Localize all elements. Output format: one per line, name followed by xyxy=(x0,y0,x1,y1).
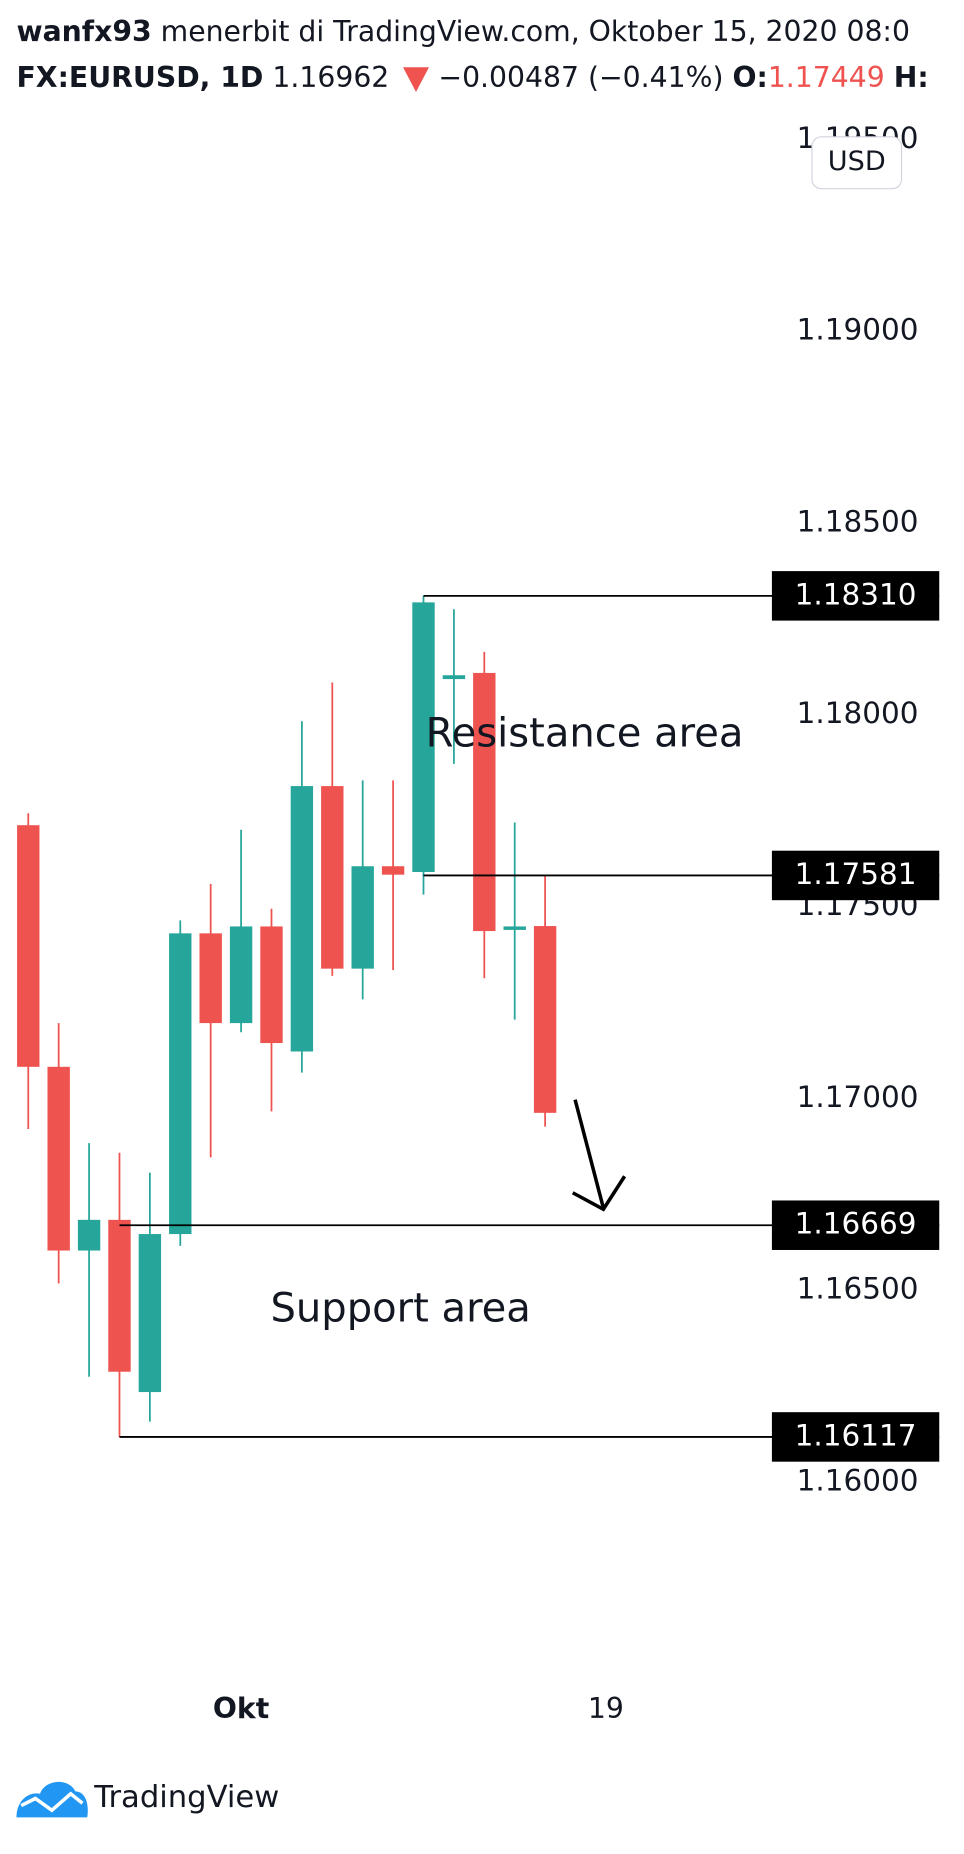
level-label-box xyxy=(771,571,940,621)
level-label: 1.17581 xyxy=(795,857,917,891)
change-line: −0.00487 (−0.41%) O:1.17449 H: xyxy=(438,61,928,94)
published: menerbit di TradingView.com, Oktober 15,… xyxy=(161,15,910,48)
logo xyxy=(16,1781,88,1818)
x-tick-label: 19 xyxy=(588,1692,624,1725)
level-label: 1.16117 xyxy=(795,1418,917,1452)
candle-body xyxy=(503,926,526,930)
candle-body xyxy=(169,933,192,1235)
x-tick-label: Okt xyxy=(213,1692,269,1725)
level-label-box xyxy=(771,1412,940,1462)
plot-area: 1.160001.165001.170001.175001.180001.185… xyxy=(17,121,940,1725)
candle-body xyxy=(260,926,283,1044)
candle-body xyxy=(412,602,435,872)
candle-body xyxy=(381,866,405,875)
brand: TradingView xyxy=(93,1780,279,1815)
y-tick-label: 1.19000 xyxy=(797,313,919,347)
level-label-box xyxy=(771,1200,940,1250)
author: wanfx93 xyxy=(16,15,151,48)
y-tick-label: 1.16500 xyxy=(797,1272,919,1306)
symbol-line: FX:EURUSD, 1D 1.16962 xyxy=(16,61,389,94)
candle-body xyxy=(533,926,557,1113)
candle-body xyxy=(138,1234,162,1393)
y-tick-label: 1.18500 xyxy=(797,504,919,538)
level-label: 1.18310 xyxy=(795,577,917,611)
y-tick-label: 1.16000 xyxy=(797,1463,919,1497)
publish-line: wanfx93 menerbit di TradingView.com, Okt… xyxy=(16,15,909,48)
candle-body xyxy=(77,1219,101,1251)
annotation: Support area xyxy=(271,1286,531,1332)
symbol: FX:EURUSD, 1D xyxy=(16,61,263,94)
candle-body xyxy=(442,675,466,680)
candle-body xyxy=(199,933,222,1024)
candle-body xyxy=(17,825,40,1067)
level-label: 1.16669 xyxy=(795,1207,917,1241)
candle-body xyxy=(473,672,496,932)
open-label: O: xyxy=(732,61,767,94)
annotation: Resistance area xyxy=(426,710,744,756)
candle-body xyxy=(321,786,344,969)
change: −0.00487 (−0.41%) xyxy=(438,61,723,94)
candle-body xyxy=(229,926,253,1024)
last-price: 1.16962 xyxy=(272,61,389,94)
candle-body xyxy=(351,866,374,969)
candle-body xyxy=(47,1066,70,1251)
arrow xyxy=(571,1099,627,1212)
currency-button[interactable] xyxy=(811,136,903,190)
down-triangle xyxy=(403,67,429,93)
high-label: H: xyxy=(894,61,929,94)
y-tick-label: 1.18000 xyxy=(797,696,919,730)
open-value: 1.17449 xyxy=(768,61,885,94)
candle-body xyxy=(290,786,314,1052)
level-label-box xyxy=(771,850,940,901)
y-tick-label: 1.17000 xyxy=(797,1080,919,1114)
currency-label[interactable]: USD xyxy=(828,146,886,177)
candle-body xyxy=(108,1219,131,1372)
